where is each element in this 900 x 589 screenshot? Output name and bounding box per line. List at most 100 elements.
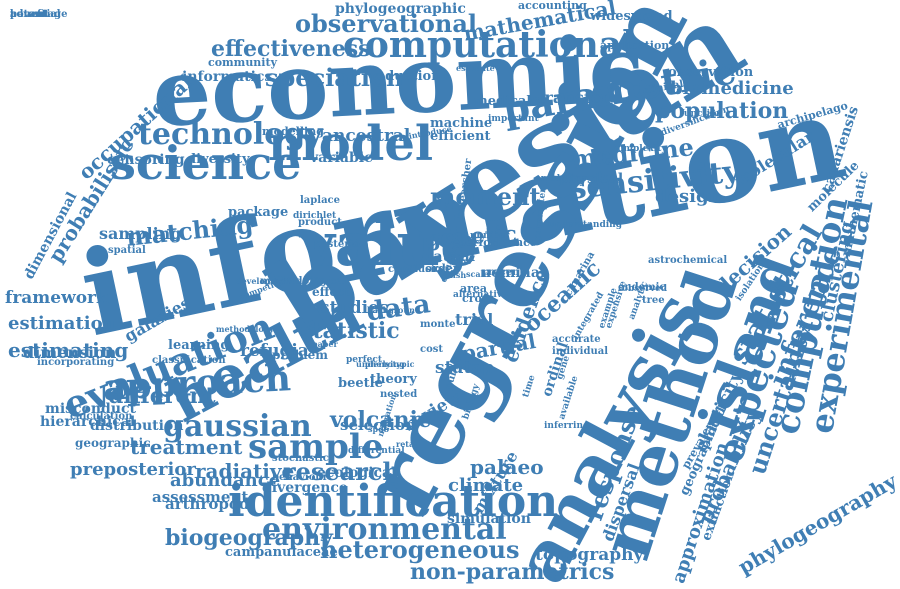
word-number: number bbox=[470, 231, 510, 241]
word-application: application bbox=[600, 39, 670, 52]
word-behaviour: behaviour bbox=[272, 472, 328, 483]
word-topography: topography bbox=[535, 545, 644, 565]
word-hierarchical: hierarchical bbox=[40, 414, 136, 430]
word-retail: retail bbox=[396, 439, 421, 449]
word-machine: machine bbox=[430, 116, 493, 131]
word-function: function bbox=[680, 109, 723, 119]
word-fish: fish bbox=[450, 270, 467, 280]
word-time: time bbox=[521, 373, 538, 399]
word-treatment: treatment bbox=[130, 435, 243, 459]
word-posterior: posterior bbox=[314, 239, 366, 250]
word-background: background bbox=[367, 305, 421, 315]
word-astrochemical: astrochemical bbox=[648, 255, 728, 266]
word-volcanic: volcanic bbox=[330, 407, 432, 433]
word-differential: differential bbox=[348, 446, 405, 456]
word-statistic: statistic bbox=[300, 318, 400, 344]
word-science: science bbox=[110, 136, 302, 190]
word-value: value bbox=[300, 210, 479, 280]
word-widespread: widespread bbox=[590, 9, 673, 24]
word-population: population bbox=[655, 98, 789, 124]
word-inferring: inferring bbox=[544, 421, 590, 431]
word-identification: identification bbox=[228, 476, 559, 527]
word-divergence: divergence bbox=[262, 480, 348, 496]
word-different: different bbox=[108, 383, 216, 409]
word-important: important bbox=[488, 114, 539, 124]
word-climate: climate bbox=[448, 475, 524, 496]
word-modelling: modelling bbox=[262, 125, 324, 138]
word-palaeo: palaeo bbox=[470, 455, 544, 479]
word-variable: variable bbox=[310, 150, 373, 166]
word-laplace: laplace bbox=[300, 195, 340, 206]
word-physical: physical bbox=[559, 171, 624, 187]
word-trial: trial bbox=[455, 310, 494, 329]
word-blue: blue bbox=[452, 256, 472, 266]
word-phylogeographic: phylogeographic bbox=[335, 1, 466, 17]
word-observed: observed bbox=[622, 284, 668, 294]
word-estimate: estimate bbox=[456, 63, 495, 73]
word-endemic: endemic bbox=[618, 282, 666, 293]
word-tree: tree bbox=[642, 295, 665, 306]
word-individual: individual bbox=[552, 346, 609, 357]
word-beetle: beetle bbox=[338, 376, 383, 391]
word-biogeography: biogeography bbox=[165, 525, 333, 551]
word-incorporating: incorporating bbox=[37, 357, 115, 368]
word-research: research bbox=[283, 457, 400, 486]
word-medical: medical bbox=[474, 94, 532, 109]
word-recent: recent bbox=[488, 267, 524, 278]
word-understanding: understanding bbox=[548, 220, 622, 230]
word-speciation: speciation bbox=[265, 63, 404, 92]
word-package: package bbox=[228, 205, 289, 220]
word-informatics: informatics bbox=[182, 69, 273, 85]
word-gaussian: gaussian bbox=[163, 409, 312, 444]
word-accounting: accounting bbox=[518, 0, 587, 12]
word-calculation: calculation bbox=[70, 411, 133, 422]
word-methodological: methodological bbox=[260, 276, 347, 287]
word-transfer: transfer bbox=[537, 88, 610, 107]
word-order: order bbox=[425, 262, 459, 275]
word-biomedicine: biomedicine bbox=[670, 78, 794, 99]
word-non-parametrics: non-parametrics bbox=[410, 559, 615, 585]
word-potential: potential bbox=[10, 9, 61, 20]
word-dirichlet: dirichlet bbox=[293, 211, 337, 221]
word-moment: moment bbox=[430, 182, 541, 211]
word-development: development bbox=[236, 276, 294, 286]
word-monte: monte bbox=[420, 319, 456, 330]
word-underlying: underlying bbox=[356, 359, 405, 369]
word-distribution: distribution bbox=[90, 418, 184, 434]
word-ancestral: ancestral bbox=[322, 126, 411, 146]
word-emulation: emulation bbox=[535, 174, 587, 184]
word-conclusion: conclusion bbox=[388, 264, 449, 275]
word-spatial: spatial bbox=[108, 245, 146, 256]
word-scale: scale bbox=[466, 269, 489, 279]
word-causal: causal bbox=[425, 249, 476, 265]
word-problem: problem bbox=[272, 348, 328, 362]
word-selection: selection bbox=[340, 416, 416, 434]
word-nominal: nominal bbox=[481, 265, 546, 281]
word-efficient: efficient bbox=[430, 129, 491, 144]
word-methodology: methodology bbox=[216, 324, 274, 334]
word-community: community bbox=[208, 56, 277, 69]
word-campanulaceae: campanulaceae bbox=[225, 545, 338, 560]
word-observation: observation bbox=[668, 65, 754, 80]
word-cost: cost bbox=[420, 344, 444, 355]
word-product: product bbox=[298, 217, 342, 228]
word-abundance: abundance bbox=[170, 470, 281, 491]
word-preposterior: preposterior bbox=[70, 459, 196, 480]
word-estimation: estimation bbox=[8, 313, 116, 334]
word-advantage: advantage bbox=[10, 9, 68, 20]
word-alternative: alternative bbox=[453, 290, 508, 300]
word-spdo: spdo bbox=[368, 424, 390, 434]
word-effectiveness: effectiveness bbox=[211, 36, 371, 62]
word-simulation: simulation bbox=[447, 511, 531, 527]
word-phenotypic: phenotypic bbox=[365, 359, 415, 369]
word-effect: effect bbox=[312, 285, 350, 299]
word-geographic: geographic bbox=[75, 436, 151, 450]
word-learning: learning bbox=[168, 338, 230, 353]
word-misconduct: misconduct bbox=[45, 401, 137, 417]
word-nested: nested bbox=[380, 389, 418, 400]
word-radiative: radiative bbox=[195, 459, 295, 483]
word-model: model bbox=[268, 116, 434, 172]
word-censoring: censoring bbox=[107, 152, 185, 168]
word-studies: studies bbox=[320, 298, 389, 318]
